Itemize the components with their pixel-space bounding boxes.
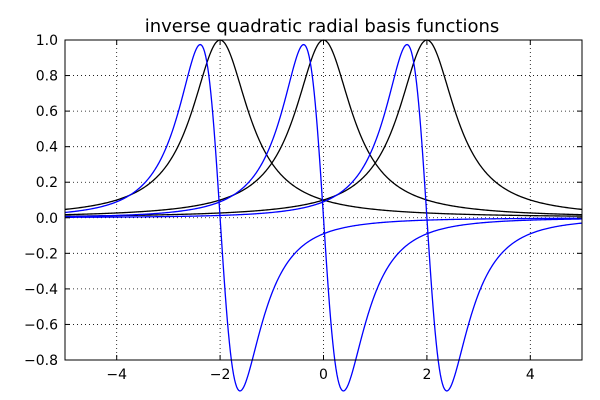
- y-tick-label: −0.8: [24, 353, 58, 369]
- y-tick-label: −0.2: [24, 246, 58, 262]
- y-tick-label: 1.0: [36, 33, 58, 49]
- y-tick-label: 0.0: [36, 211, 58, 227]
- x-tick-label: −2: [210, 367, 231, 383]
- x-tick-label: 2: [422, 367, 431, 383]
- series-line-derivative-0: [64, 43, 583, 392]
- x-tick-label: 0: [319, 367, 328, 383]
- y-tick-label: −0.4: [24, 282, 58, 298]
- series-line-derivative--2: [64, 43, 582, 392]
- y-tick-label: −0.6: [24, 317, 58, 333]
- y-tick-label: 0.6: [36, 104, 58, 120]
- x-tick-label: −4: [106, 367, 127, 383]
- y-tick-label: 0.8: [36, 69, 58, 85]
- y-tick-label: 0.4: [36, 140, 58, 156]
- x-tick-label: 4: [526, 367, 535, 383]
- y-tick-label: 0.2: [36, 175, 58, 191]
- ticks: −4 −2 0 2 4 −0.8 −0.6 −0.4 −0.2 0.0 0.2 0.4 0.6 0.8 1.…: [24, 33, 582, 383]
- series-line-rbf-2: [64, 39, 583, 217]
- chart-title: inverse quadratic radial basis functions: [145, 16, 500, 37]
- series-line-derivative-2: [64, 43, 583, 392]
